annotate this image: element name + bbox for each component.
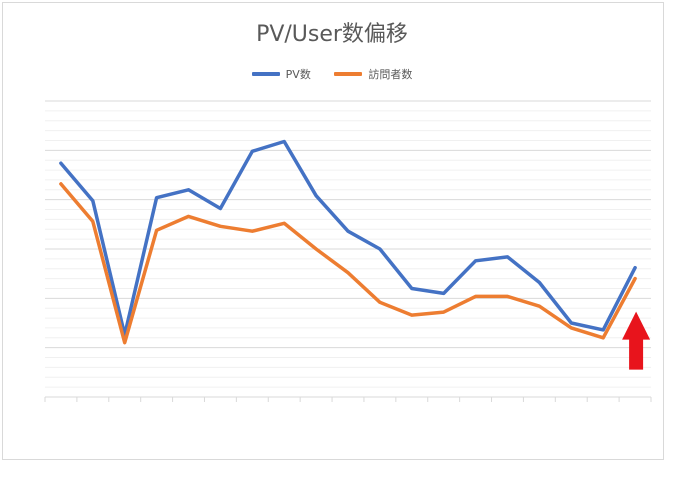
legend-label-visitors: 訪問者数 (368, 68, 413, 81)
legend-swatch-visitors (334, 72, 363, 76)
legend-swatch-pv (251, 72, 280, 76)
chart-frame (2, 2, 664, 460)
chart-legend: PV数 訪問者数 (0, 66, 664, 82)
arrow-up-icon (622, 311, 651, 370)
series-line-pv (59, 139, 637, 337)
legend-item-pv: PV数 (251, 66, 311, 82)
legend-label-pv: PV数 (285, 68, 311, 81)
series-line-visitors (59, 182, 637, 345)
chart-title: PV/User数偏移 (256, 22, 408, 47)
legend-item-visitors: 訪問者数 (334, 66, 412, 82)
